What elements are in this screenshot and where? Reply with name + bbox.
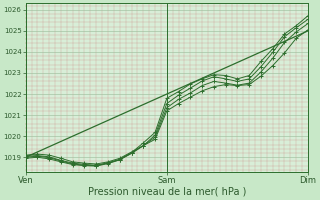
X-axis label: Pression niveau de la mer( hPa ): Pression niveau de la mer( hPa ) <box>88 187 246 197</box>
